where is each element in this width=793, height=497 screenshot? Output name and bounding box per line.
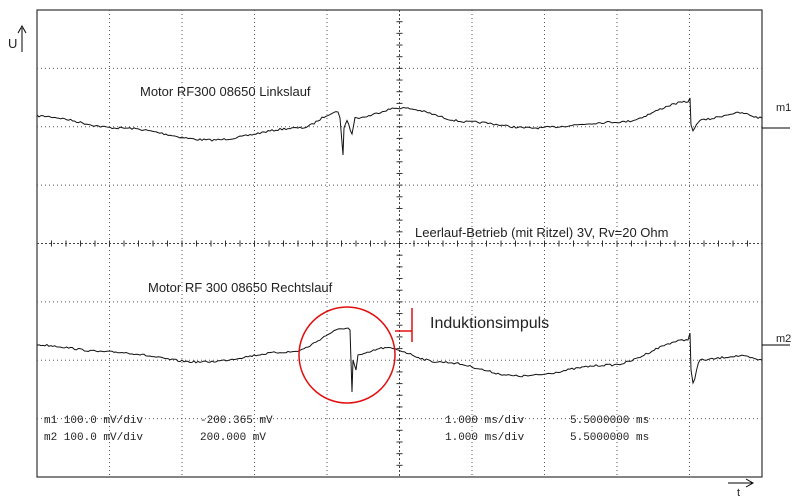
m2-label: m2 [776,333,791,345]
t-label: t [737,487,740,497]
trace-m1 [36,97,763,156]
readout-text: m2 100.0 mV/div [44,432,143,444]
annotation-bracket [395,308,413,342]
u-arrow-head [17,24,27,34]
condition-label: Leerlauf-Betrieb (mit Ritzel) 3V, Rv=20 … [415,225,668,240]
graticule [36,9,763,478]
readout-text: 1.000 ms/div [445,415,525,427]
t-arrow-head [745,478,755,488]
traces [36,97,763,393]
readout-text: -200.365 mV [200,415,273,427]
highlight-circle [298,306,396,404]
readout-text: 1.000 ms/div [445,432,525,444]
readout-text: 5.5000000 ms [570,432,649,444]
readouts: m1 100.0 mV/div -200.365 mV 1.000 ms/div 5.… [44,415,649,444]
readout-text: 200.000 mV [200,432,266,444]
readout-text: 5.5000000 ms [570,415,649,427]
readout-text: m1 100.0 mV/div [44,415,143,427]
annotation-label: Induktionsimpuls [430,315,549,332]
trace2-label: Motor RF 300 08650 Rechtslauf [148,280,333,295]
trace-m2 [36,327,763,393]
u-label: U [8,36,17,51]
m1-label: m1 [776,102,791,114]
trace1-label: Motor RF300 08650 Linkslauf [140,84,311,99]
